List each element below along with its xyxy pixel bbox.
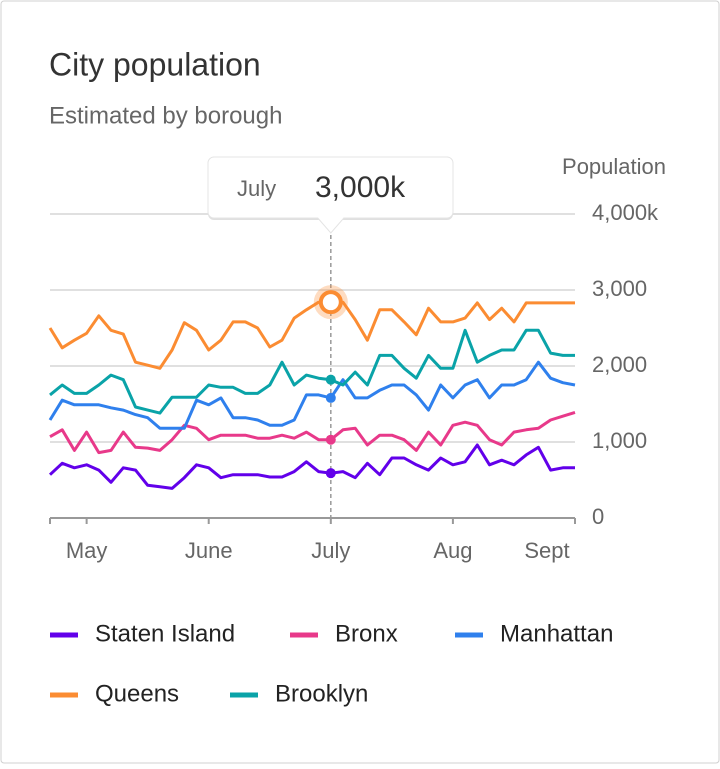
- tooltip-category: July: [237, 176, 276, 201]
- chart-title: City population: [49, 46, 261, 82]
- hover-point: [325, 374, 336, 385]
- legend-label: Queens: [95, 680, 179, 707]
- tooltip-box: [207, 156, 454, 234]
- hover-point: [325, 392, 336, 403]
- y-tick-label: 0: [592, 504, 604, 529]
- hover-point: [318, 290, 343, 315]
- series-line: [48, 360, 576, 430]
- tooltip-value: 3,000k: [315, 171, 406, 204]
- x-tick-label: June: [185, 538, 233, 563]
- hover-point: [325, 434, 336, 445]
- series-line: [48, 300, 575, 370]
- y-tick-label: 1,000: [592, 428, 647, 453]
- x-tick-label: May: [66, 538, 108, 563]
- series-line: [49, 410, 576, 455]
- y-tick-label: 2,000: [592, 352, 647, 377]
- legend-label: Bronx: [335, 620, 398, 647]
- hover-point: [325, 468, 336, 479]
- x-tick-label: Sept: [524, 538, 569, 563]
- legend-label: Brooklyn: [275, 680, 368, 707]
- chart-subtitle: Estimated by borough: [49, 102, 282, 129]
- y-axis-label: Population: [562, 154, 666, 179]
- y-tick-label: 3,000: [592, 276, 647, 301]
- y-tick-label: 4,000k: [592, 200, 659, 225]
- x-tick-label: Aug: [433, 538, 472, 563]
- legend-label: Staten Island: [95, 620, 235, 647]
- tooltip: July 3,000k: [207, 156, 454, 234]
- series-line: [49, 328, 575, 415]
- series-line: [48, 443, 575, 490]
- legend-label: Manhattan: [500, 620, 613, 647]
- x-tick-label: July: [311, 538, 350, 563]
